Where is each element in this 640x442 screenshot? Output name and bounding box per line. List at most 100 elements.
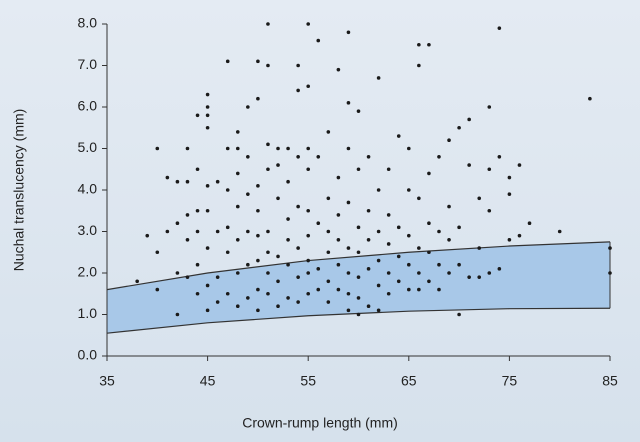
data-point: [346, 146, 351, 151]
data-point: [487, 167, 492, 172]
data-point: [507, 192, 512, 196]
data-point: [366, 208, 371, 213]
data-point: [336, 67, 341, 72]
data-point: [316, 38, 321, 43]
data-point: [256, 184, 260, 188]
data-point: [366, 155, 371, 159]
data-point: [266, 291, 270, 296]
y-tick-label: 5.0: [78, 139, 98, 155]
data-point: [356, 296, 361, 300]
data-point: [457, 312, 461, 317]
data-point: [225, 291, 230, 296]
data-point: [336, 238, 341, 242]
data-point: [155, 287, 160, 292]
data-point: [477, 275, 482, 279]
data-point: [346, 30, 351, 35]
data-point: [417, 246, 421, 250]
data-point: [256, 96, 260, 101]
x-tick-label: 75: [502, 373, 518, 389]
data-point: [457, 262, 461, 267]
y-tick-label: 7.0: [78, 56, 98, 72]
data-point: [417, 287, 421, 292]
data-point: [175, 221, 180, 225]
data-point: [386, 291, 391, 296]
data-point: [366, 238, 371, 242]
data-point: [296, 204, 300, 209]
data-point: [266, 271, 270, 275]
x-tick-label: 45: [200, 373, 216, 389]
band-upper-line: [106, 241, 611, 291]
y-tick-label: 6.0: [78, 98, 98, 114]
data-point: [306, 271, 311, 275]
data-point: [276, 196, 280, 201]
data-point: [376, 229, 381, 234]
data-point: [346, 101, 351, 105]
data-point: [296, 300, 300, 304]
data-point: [437, 262, 441, 267]
data-point: [557, 229, 562, 234]
data-point: [256, 59, 260, 64]
data-point: [195, 262, 200, 267]
data-point: [336, 262, 341, 267]
data-point: [477, 196, 482, 201]
data-point: [376, 76, 381, 80]
data-point: [336, 213, 341, 217]
data-point: [205, 105, 210, 109]
data-point: [326, 300, 331, 304]
data-point: [376, 258, 381, 263]
data-point: [396, 254, 401, 259]
data-point: [235, 304, 240, 309]
data-point: [417, 63, 421, 68]
data-point: [346, 200, 351, 205]
data-point: [225, 59, 230, 64]
data-point: [246, 262, 250, 267]
band-upper: [107, 241, 610, 334]
data-point: [256, 287, 260, 292]
data-point: [306, 22, 311, 26]
data-point: [447, 204, 451, 209]
data-point: [205, 308, 210, 313]
data-point: [427, 42, 431, 47]
data-point: [427, 221, 431, 225]
data-point: [326, 130, 331, 134]
data-point: [205, 246, 210, 250]
data-point: [427, 250, 431, 255]
x-tick-label: 85: [602, 373, 618, 389]
y-tick-label: 8.0: [78, 15, 98, 31]
data-point: [467, 275, 471, 279]
data-point: [306, 146, 311, 151]
data-point: [306, 208, 311, 213]
data-point: [457, 225, 461, 230]
data-point: [356, 312, 361, 317]
data-point: [507, 175, 512, 180]
data-point: [145, 233, 150, 238]
data-point: [376, 308, 381, 313]
data-point: [346, 291, 351, 296]
data-point: [175, 179, 180, 184]
data-point: [326, 250, 331, 255]
data-point: [215, 229, 220, 234]
data-point: [215, 275, 220, 279]
data-point: [376, 283, 381, 288]
data-point: [286, 146, 290, 151]
data-point: [477, 246, 482, 250]
y-tick-label: 1.0: [78, 305, 98, 321]
data-point: [467, 117, 471, 122]
data-point: [608, 271, 612, 275]
data-point: [165, 229, 170, 234]
data-point: [306, 291, 311, 296]
data-point: [407, 262, 411, 267]
data-point: [276, 279, 280, 284]
data-point: [286, 238, 290, 242]
data-point: [205, 113, 210, 118]
data-point: [306, 167, 311, 172]
data-point: [326, 196, 331, 201]
data-point: [437, 287, 441, 292]
data-point: [306, 258, 311, 263]
data-point: [235, 130, 240, 134]
data-point: [286, 262, 290, 267]
data-point: [266, 142, 270, 147]
data-point: [256, 308, 260, 313]
data-point: [266, 167, 270, 172]
